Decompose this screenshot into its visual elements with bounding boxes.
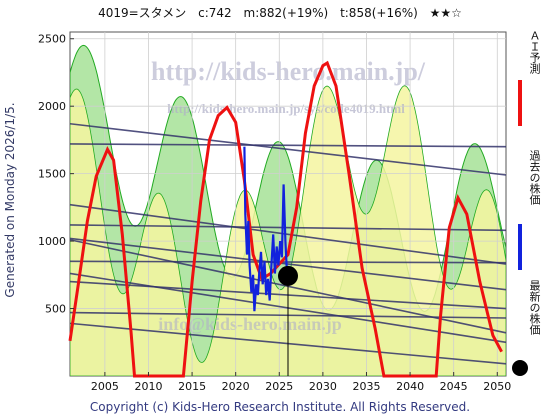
watermark-page-url: http://kids-hero.main.jp/sys/code4019.ht… bbox=[167, 101, 405, 116]
trend-line bbox=[69, 224, 507, 232]
watermark: http://kids-hero.main.jp/ http://kids-he… bbox=[151, 57, 426, 334]
copyright-footer: Copyright (c) Kids-Hero Research Institu… bbox=[89, 400, 471, 414]
legend-ai-forecast-swatch bbox=[518, 80, 522, 126]
y-tick-label: 1000 bbox=[38, 235, 66, 248]
stock-title: 4019=スタメン bbox=[98, 6, 187, 20]
y-tick-label: 500 bbox=[45, 303, 66, 316]
watermark-url: http://kids-hero.main.jp/ bbox=[151, 57, 426, 86]
trend-line bbox=[69, 143, 507, 148]
x-axis-ticks: 2005 2010 2015 2020 2025 2030 2035 2040 2045 2050 bbox=[91, 372, 511, 393]
legend-ai-forecast: ＡＩ予測 bbox=[512, 30, 556, 130]
x-tick-label: 2050 bbox=[483, 380, 511, 393]
legend-latest-price-swatch bbox=[512, 360, 528, 376]
watermark-email: info@kids-hero.main.jp bbox=[158, 314, 341, 334]
legend-past-price: 過去の株価 bbox=[512, 150, 556, 270]
trend-line bbox=[69, 260, 507, 264]
x-tick-label: 2010 bbox=[134, 380, 162, 393]
x-tick-label: 2025 bbox=[265, 380, 293, 393]
legend-past-price-swatch bbox=[518, 224, 522, 270]
x-tick-label: 2040 bbox=[396, 380, 424, 393]
legend-past-price-label: 過去の株価 bbox=[528, 150, 541, 205]
target-price: t:858(+16%) bbox=[340, 6, 418, 20]
y-axis-ticks: 500 1000 1500 2000 2500 bbox=[38, 33, 74, 316]
x-tick-label: 2005 bbox=[91, 380, 119, 393]
chart-header: 4019=スタメン c:742 m:882(+19%) t:858(+16%) … bbox=[0, 2, 560, 24]
legend: ＡＩ予測 過去の株価 最新の株価 bbox=[512, 30, 556, 380]
x-tick-label: 2020 bbox=[222, 380, 250, 393]
latest-price-marker bbox=[278, 265, 298, 286]
grid-lines bbox=[70, 32, 506, 376]
past-price-line bbox=[243, 146, 289, 312]
y-tick-label: 2000 bbox=[38, 100, 66, 113]
max-price: m:882(+19%) bbox=[243, 6, 329, 20]
trend-line bbox=[69, 203, 507, 265]
x-tick-label: 2015 bbox=[178, 380, 206, 393]
x-tick-label: 2035 bbox=[352, 380, 380, 393]
legend-latest-price: 最新の株価 bbox=[512, 280, 556, 380]
x-tick-label: 2045 bbox=[440, 380, 468, 393]
y-tick-label: 1500 bbox=[38, 168, 66, 181]
y-tick-label: 2500 bbox=[38, 33, 66, 46]
rating-stars: ★★☆ bbox=[429, 6, 462, 20]
trend-line bbox=[69, 122, 507, 176]
trend-line bbox=[69, 237, 507, 291]
current-price: c:742 bbox=[198, 6, 232, 20]
x-tick-label: 2030 bbox=[309, 380, 337, 393]
legend-ai-forecast-label: ＡＩ予測 bbox=[528, 30, 541, 74]
legend-latest-price-label: 最新の株価 bbox=[528, 280, 541, 335]
